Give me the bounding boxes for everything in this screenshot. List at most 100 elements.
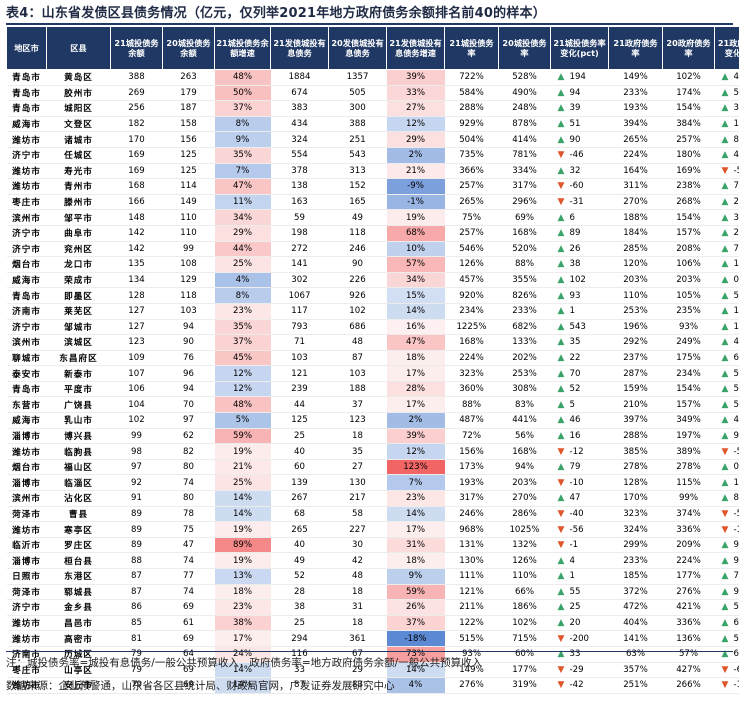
value-cell: 67	[328, 646, 387, 663]
value-cell: 12%	[386, 116, 445, 133]
arrow-up-icon: ▲	[557, 649, 565, 660]
arrow-up-icon: ▲	[721, 103, 729, 114]
value-cell: 9%	[386, 568, 445, 585]
change-value: 51	[733, 602, 739, 613]
value-cell: 1067	[270, 287, 329, 304]
value-cell: 149%	[444, 662, 499, 679]
value-cell: 114	[162, 178, 215, 195]
arrow-down-icon: ▼	[721, 524, 729, 535]
value-cell: 87	[110, 584, 163, 601]
value-cell: 249%	[662, 334, 715, 351]
value-cell: 515%	[444, 630, 499, 647]
county-cell: 文登区	[46, 116, 111, 133]
value-cell: ▼ -31	[550, 194, 609, 211]
county-cell: 高密市	[46, 630, 111, 647]
value-cell: 184%	[608, 225, 663, 242]
value-cell: 30	[328, 537, 387, 554]
value-cell: ▼ -12	[714, 521, 739, 538]
table-row: 聊城市 东昌府区 109 76 45% 103 87 18% 224% 202% ▲ 22 237% 17…	[6, 350, 739, 367]
value-cell: ▲ 35	[550, 334, 609, 351]
arrow-up-icon: ▲	[721, 368, 729, 379]
value-cell: 227	[328, 521, 387, 538]
value-cell: 4%	[214, 272, 271, 289]
value-cell: 276%	[662, 584, 715, 601]
value-cell: 472%	[608, 599, 663, 616]
change-value: 194	[569, 72, 586, 83]
value-cell: 149%	[608, 69, 663, 86]
value-cell: 285%	[608, 241, 663, 258]
value-cell: 7%	[386, 474, 445, 492]
value-cell: 267	[270, 490, 329, 507]
value-cell: ▲ 103	[714, 319, 739, 336]
change-value: 27	[733, 228, 739, 239]
value-cell: 135	[110, 256, 163, 273]
change-value: -200	[569, 633, 590, 644]
change-value: 4	[569, 555, 575, 566]
value-cell: 47%	[386, 334, 445, 351]
table-row: 枣庄市 山亭区 79 69 14% 33 29 14% 149% 177% ▼ -29 357% 427%…	[6, 662, 739, 679]
value-cell: 42	[328, 552, 387, 569]
value-cell: 9%	[214, 131, 271, 148]
value-cell: 253%	[608, 303, 663, 320]
table-row: 威海市 乳山市 102 97 5% 125 123 2% 487% 441% ▲ 46 397% 349%…	[6, 412, 739, 429]
value-cell: 97	[110, 459, 163, 476]
arrow-up-icon: ▲	[721, 321, 729, 332]
value-cell: 123	[110, 334, 163, 351]
table-row: 济宁市 兖州区 142 99 44% 272 246 10% 546% 520% ▲ 26 285% 20…	[6, 241, 739, 258]
column-header: 20发债城投有息债务	[328, 26, 387, 70]
value-cell: 68	[270, 506, 329, 523]
value-cell: 546%	[444, 241, 499, 258]
value-cell: ▲ 33	[550, 646, 609, 663]
value-cell: 234%	[662, 365, 715, 382]
column-header: 21城投债务率变化(pct)	[550, 26, 609, 70]
city-cell: 济南市	[6, 646, 47, 663]
city-cell: 滨州市	[6, 334, 47, 351]
value-cell: ▲ 5	[550, 396, 609, 414]
value-cell: ▲ 62	[714, 350, 739, 367]
change-value: 55	[569, 586, 581, 597]
arrow-down-icon: ▼	[557, 181, 565, 192]
value-cell: 64	[162, 646, 215, 663]
value-cell: 186%	[498, 599, 551, 616]
value-cell: 44	[270, 396, 329, 414]
city-cell: 菏泽市	[6, 584, 47, 601]
value-cell: ▲ 52	[714, 365, 739, 382]
value-cell: 686	[328, 319, 387, 336]
arrow-up-icon: ▲	[721, 306, 729, 317]
arrow-up-icon: ▲	[557, 103, 565, 114]
value-cell: 319%	[498, 677, 551, 694]
change-value: -46	[569, 150, 584, 161]
city-cell: 日照市	[6, 568, 47, 585]
arrow-up-icon: ▲	[721, 384, 729, 395]
table-row: 济宁市 邹城市 127 94 35% 793 686 16% 1225% 682% ▲ 543 196%…	[6, 319, 739, 336]
value-cell: ▲ 91	[714, 428, 739, 445]
value-cell: 89	[110, 537, 163, 554]
value-cell: 288%	[608, 428, 663, 445]
table-row: 青岛市 黄岛区 388 263 48% 1884 1357 39% 722% 528% ▲ 194 14…	[6, 69, 739, 86]
arrow-up-icon: ▲	[721, 243, 729, 254]
value-cell: 63%	[608, 646, 663, 663]
value-cell: 288%	[444, 100, 499, 117]
change-value: 35	[569, 337, 581, 348]
value-cell: 117	[270, 303, 329, 320]
column-header: 20城投债务余额	[162, 26, 215, 70]
value-cell: 69	[162, 662, 215, 679]
change-value: 15	[733, 259, 739, 270]
value-cell: 224%	[444, 350, 499, 367]
arrow-up-icon: ▲	[721, 633, 729, 644]
value-cell: 355%	[498, 272, 551, 289]
value-cell: ▲ 68	[714, 615, 739, 632]
value-cell: 18	[328, 584, 387, 601]
value-cell: 251%	[608, 677, 663, 694]
value-cell: 85	[110, 615, 163, 632]
arrow-up-icon: ▲	[557, 571, 565, 582]
table-row: 滨州市 滨城区 123 90 37% 71 48 47% 168% 133% ▲ 35 292% 249%…	[6, 334, 739, 351]
change-value: 54	[733, 399, 739, 410]
value-cell: 1225%	[444, 319, 499, 336]
value-cell: 1357	[328, 69, 387, 86]
column-header: 21城投债务余额	[110, 26, 163, 70]
change-value: 38	[569, 259, 581, 270]
change-value: 6	[733, 649, 739, 660]
value-cell: 58	[328, 506, 387, 523]
